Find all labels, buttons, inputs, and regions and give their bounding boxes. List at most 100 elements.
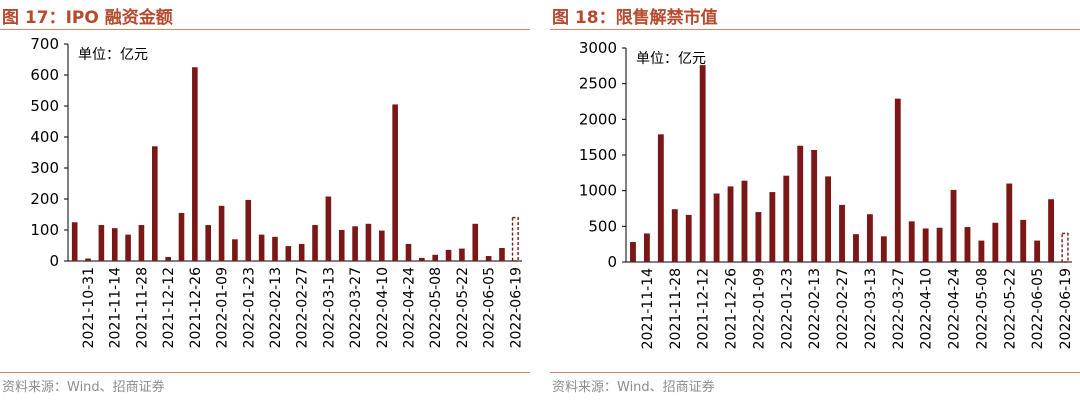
bar — [1048, 199, 1055, 262]
x-tick-label: 2021-10-31 — [81, 267, 97, 348]
bar — [880, 236, 887, 262]
bar — [657, 134, 664, 262]
x-tick-label: 2022-04-24 — [402, 267, 418, 348]
y-tick-label: 3000 — [579, 39, 617, 57]
bar-dashed — [511, 216, 519, 262]
bar — [432, 254, 439, 261]
bar — [285, 246, 292, 261]
bar — [950, 189, 957, 262]
bar — [85, 258, 91, 261]
bar — [245, 199, 252, 261]
bar — [445, 249, 452, 261]
bar — [365, 223, 372, 261]
y-tick-label: 0 — [607, 253, 617, 271]
source-note: 资料来源：Wind、招商证券 — [2, 380, 165, 395]
y-tick-label: 2000 — [579, 110, 617, 128]
y-tick-label: 100 — [30, 221, 59, 239]
x-tick-label: 2021-11-28 — [134, 267, 150, 348]
bar — [811, 150, 818, 262]
title-divider — [0, 29, 530, 30]
bar — [298, 243, 305, 261]
bar — [258, 234, 265, 261]
x-tick-label: 2022-01-23 — [241, 267, 257, 348]
bar — [922, 228, 929, 262]
unit-label: 单位：亿元 — [636, 51, 706, 67]
bar-chart-ipo: 0 100 200 300 400 500 600 700 2021-10-31 2021-11-… — [30, 35, 524, 348]
bar — [419, 257, 425, 261]
bar — [272, 236, 278, 261]
bar — [853, 234, 859, 262]
bar — [98, 225, 105, 261]
bar — [459, 248, 465, 261]
x-tick-label: 2022-03-13 — [863, 268, 879, 349]
bar — [894, 98, 901, 262]
bar — [1020, 219, 1027, 262]
source-note: 资料来源：Wind、招商证券 — [552, 380, 715, 395]
bar — [797, 145, 804, 262]
bar — [232, 239, 238, 261]
bar — [392, 104, 398, 261]
bar — [192, 67, 198, 261]
bar — [769, 192, 776, 262]
bar — [312, 225, 318, 261]
bar — [936, 227, 943, 262]
x-tick-label: 2022-05-08 — [974, 268, 990, 349]
bar — [727, 186, 734, 262]
bar — [405, 243, 412, 261]
bar — [151, 146, 158, 261]
bar — [218, 205, 225, 261]
bar — [485, 256, 492, 261]
bar — [378, 230, 385, 261]
bar — [205, 225, 212, 261]
bar — [111, 228, 118, 261]
x-tick-label: 2021-12-12 — [696, 268, 712, 349]
y-tick-label: 500 — [588, 217, 617, 235]
bar — [908, 221, 915, 262]
bar — [685, 214, 692, 262]
bar — [71, 222, 78, 261]
bar — [671, 209, 678, 262]
source-divider — [550, 372, 1080, 373]
x-tick-label: 2022-05-08 — [428, 267, 444, 348]
bar — [338, 230, 345, 261]
x-tick-label: 2022-06-19 — [1058, 268, 1074, 349]
y-tick-label: 400 — [30, 128, 59, 146]
x-tick-label: 2022-04-24 — [947, 268, 963, 349]
source-divider — [0, 372, 530, 373]
x-tick-label: 2022-06-19 — [508, 267, 524, 348]
bar — [630, 242, 636, 262]
x-tick-label: 2022-01-23 — [779, 268, 795, 349]
x-tick-label: 2022-03-27 — [348, 267, 364, 348]
x-tick-label: 2022-02-13 — [268, 267, 284, 348]
x-tick-label: 2022-06-05 — [1030, 268, 1046, 349]
bar — [839, 204, 845, 262]
chart-panel-unlock: 图 18：限售解禁市值 0 500 1000 1500 2000 2500 3000 2021… — [550, 0, 1080, 402]
x-tick-label: 2022-02-27 — [295, 267, 311, 348]
x-tick-label: 2021-12-12 — [161, 267, 177, 348]
x-tick-label: 2021-11-14 — [640, 268, 656, 349]
x-tick-label: 2022-04-10 — [919, 268, 935, 349]
x-tick-label: 2022-03-27 — [891, 268, 907, 349]
bar — [825, 176, 832, 262]
bar — [741, 180, 748, 262]
bar — [325, 196, 332, 261]
bar — [992, 222, 999, 262]
x-tick-label: 2022-03-13 — [321, 267, 337, 348]
x-tick-label: 2022-04-10 — [375, 267, 391, 348]
y-tick-label: 2500 — [579, 75, 617, 93]
bar — [783, 175, 790, 262]
bar — [866, 214, 873, 262]
x-tick-label: 2021-12-26 — [724, 268, 740, 349]
y-tick-label: 1000 — [579, 182, 617, 200]
x-tick-label: 2021-11-28 — [668, 268, 684, 349]
bar — [755, 212, 762, 262]
bar-dashed — [1061, 232, 1069, 263]
x-tick-label: 2022-01-09 — [215, 267, 231, 348]
x-tick-label: 2022-05-22 — [1002, 268, 1018, 349]
bar — [165, 256, 171, 261]
bar — [178, 212, 185, 261]
bar — [1034, 240, 1041, 262]
chart-panel-ipo: 图 17：IPO 融资金额 0 100 200 300 400 500 600 700 2021… — [0, 0, 530, 402]
x-tick-label: 2022-05-22 — [455, 267, 471, 348]
bar — [699, 65, 706, 263]
